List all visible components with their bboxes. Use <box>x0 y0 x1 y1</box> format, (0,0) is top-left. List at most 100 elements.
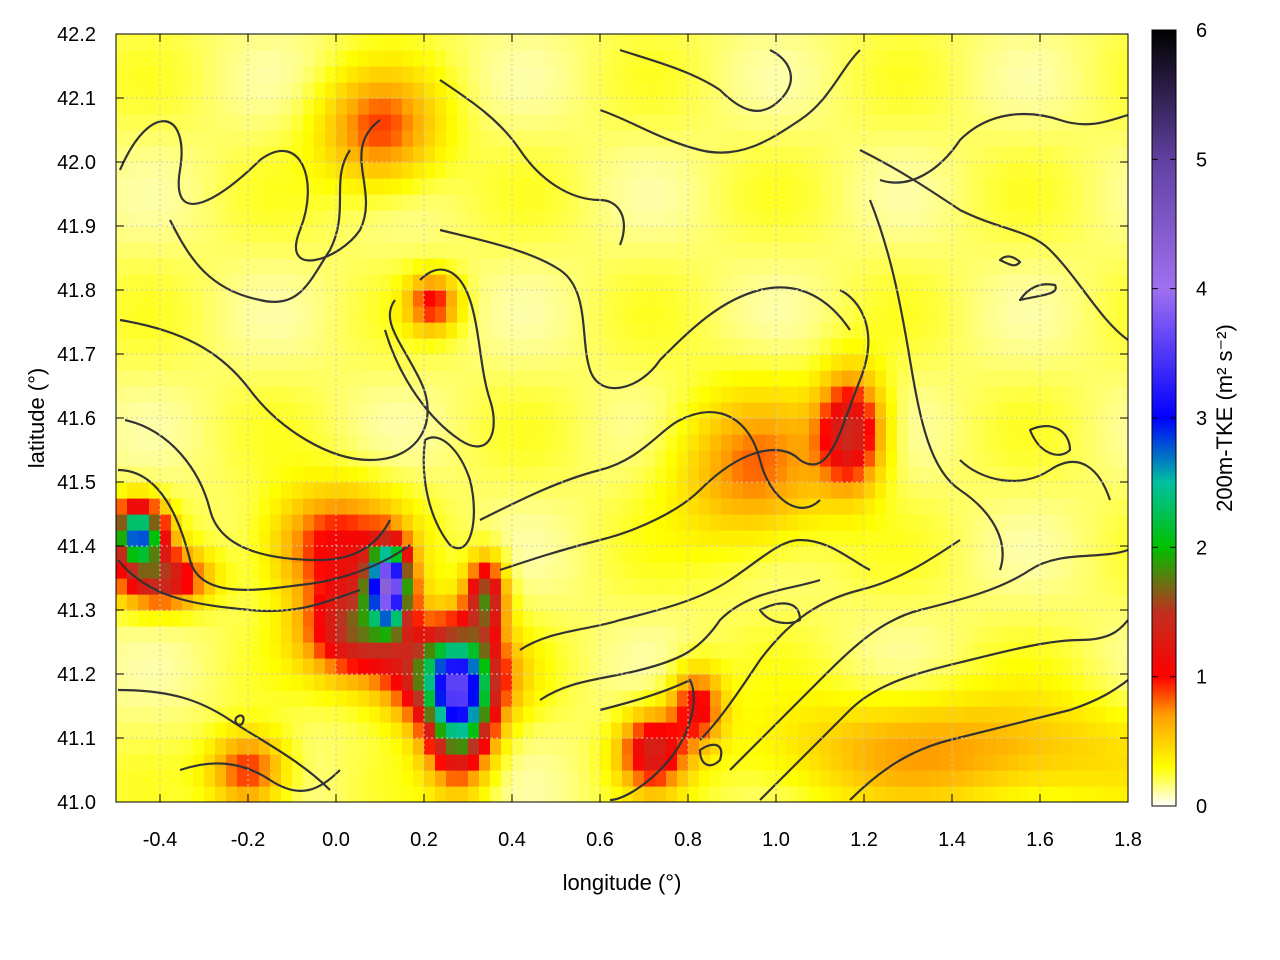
heatmap-cell <box>1062 546 1074 563</box>
heatmap-cell <box>732 578 744 595</box>
heatmap-cell <box>160 738 172 755</box>
heatmap-cell <box>765 690 777 707</box>
heatmap-cell <box>864 386 876 403</box>
heatmap-cell <box>919 498 931 515</box>
heatmap-cell <box>292 114 304 131</box>
heatmap-cell <box>402 210 414 227</box>
heatmap-cell <box>545 642 557 659</box>
heatmap-cell <box>985 546 997 563</box>
heatmap-cell <box>248 418 260 435</box>
heatmap-cell <box>1117 162 1128 179</box>
heatmap-cell <box>622 290 634 307</box>
heatmap-cell <box>985 482 997 499</box>
heatmap-cell <box>281 466 293 483</box>
heatmap-cell <box>435 786 447 802</box>
heatmap-cell <box>622 498 634 515</box>
heatmap-cell <box>974 594 986 611</box>
heatmap-cell <box>1084 322 1096 339</box>
heatmap-cell <box>1051 354 1063 371</box>
heatmap-cell <box>523 754 535 771</box>
heatmap-cell <box>116 258 128 275</box>
heatmap-cell <box>644 786 656 802</box>
heatmap-cell <box>292 482 304 499</box>
heatmap-cell <box>501 386 513 403</box>
heatmap-cell <box>985 226 997 243</box>
heatmap-cell <box>468 466 480 483</box>
heatmap-cell <box>1007 722 1019 739</box>
heatmap-cell <box>303 210 315 227</box>
heatmap-cell <box>160 690 172 707</box>
heatmap-cell <box>622 146 634 163</box>
heatmap-cell <box>160 402 172 419</box>
heatmap-cell <box>1062 130 1074 147</box>
heatmap-cell <box>369 34 381 51</box>
heatmap-cell <box>1018 658 1030 675</box>
heatmap-cell <box>567 594 579 611</box>
heatmap-cell <box>303 194 315 211</box>
heatmap-cell <box>897 514 909 531</box>
heatmap-cell <box>182 34 194 51</box>
heatmap-cell <box>446 482 458 499</box>
heatmap-cell <box>1007 578 1019 595</box>
heatmap-cell <box>886 274 898 291</box>
heatmap-cell <box>314 610 326 627</box>
heatmap-cell <box>831 418 843 435</box>
heatmap-cell <box>600 210 612 227</box>
heatmap-cell <box>314 466 326 483</box>
heatmap-cell <box>336 754 348 771</box>
heatmap-cell <box>721 210 733 227</box>
heatmap-cell <box>534 642 546 659</box>
heatmap-cell <box>831 754 843 771</box>
heatmap-cell <box>501 34 513 51</box>
heatmap-cell <box>919 562 931 579</box>
heatmap-cell <box>655 722 667 739</box>
heatmap-cell <box>644 722 656 739</box>
heatmap-cell <box>644 162 656 179</box>
heatmap-cell <box>314 226 326 243</box>
heatmap-cell <box>633 66 645 83</box>
heatmap-cell <box>259 610 271 627</box>
heatmap-cell <box>391 770 403 787</box>
heatmap-cell <box>688 482 700 499</box>
heatmap-cell <box>171 274 183 291</box>
heatmap-cell <box>710 274 722 291</box>
heatmap-cell <box>776 402 788 419</box>
heatmap-cell <box>1040 626 1052 643</box>
heatmap-cell <box>633 418 645 435</box>
heatmap-cell <box>908 514 920 531</box>
heatmap-cell <box>237 466 249 483</box>
heatmap-cell <box>534 194 546 211</box>
heatmap-cell <box>380 498 392 515</box>
heatmap-cell <box>1007 530 1019 547</box>
heatmap-cell <box>545 594 557 611</box>
heatmap-cell <box>446 642 458 659</box>
heatmap-cell <box>941 338 953 355</box>
heatmap-cell <box>985 786 997 802</box>
heatmap-cell <box>919 354 931 371</box>
heatmap-cell <box>435 690 447 707</box>
heatmap-cell <box>831 226 843 243</box>
heatmap-cell <box>1084 146 1096 163</box>
heatmap-cell <box>1018 786 1030 802</box>
heatmap-cell <box>292 770 304 787</box>
heatmap-cell <box>424 466 436 483</box>
heatmap-cell <box>402 130 414 147</box>
heatmap-cell <box>215 658 227 675</box>
heatmap-cell <box>809 210 821 227</box>
heatmap-cell <box>875 402 887 419</box>
heatmap-cell <box>1018 66 1030 83</box>
heatmap-cell <box>809 82 821 99</box>
heatmap-cell <box>578 162 590 179</box>
heatmap-cell <box>710 98 722 115</box>
heatmap-cell <box>545 258 557 275</box>
heatmap-cell <box>303 466 315 483</box>
heatmap-cell <box>1051 274 1063 291</box>
heatmap-cell <box>303 338 315 355</box>
heatmap-cell <box>182 114 194 131</box>
heatmap-cell <box>160 754 172 771</box>
heatmap-cell <box>699 610 711 627</box>
heatmap-cell <box>512 626 524 643</box>
heatmap-cell <box>446 466 458 483</box>
heatmap-cell <box>1018 514 1030 531</box>
heatmap-cell <box>875 290 887 307</box>
